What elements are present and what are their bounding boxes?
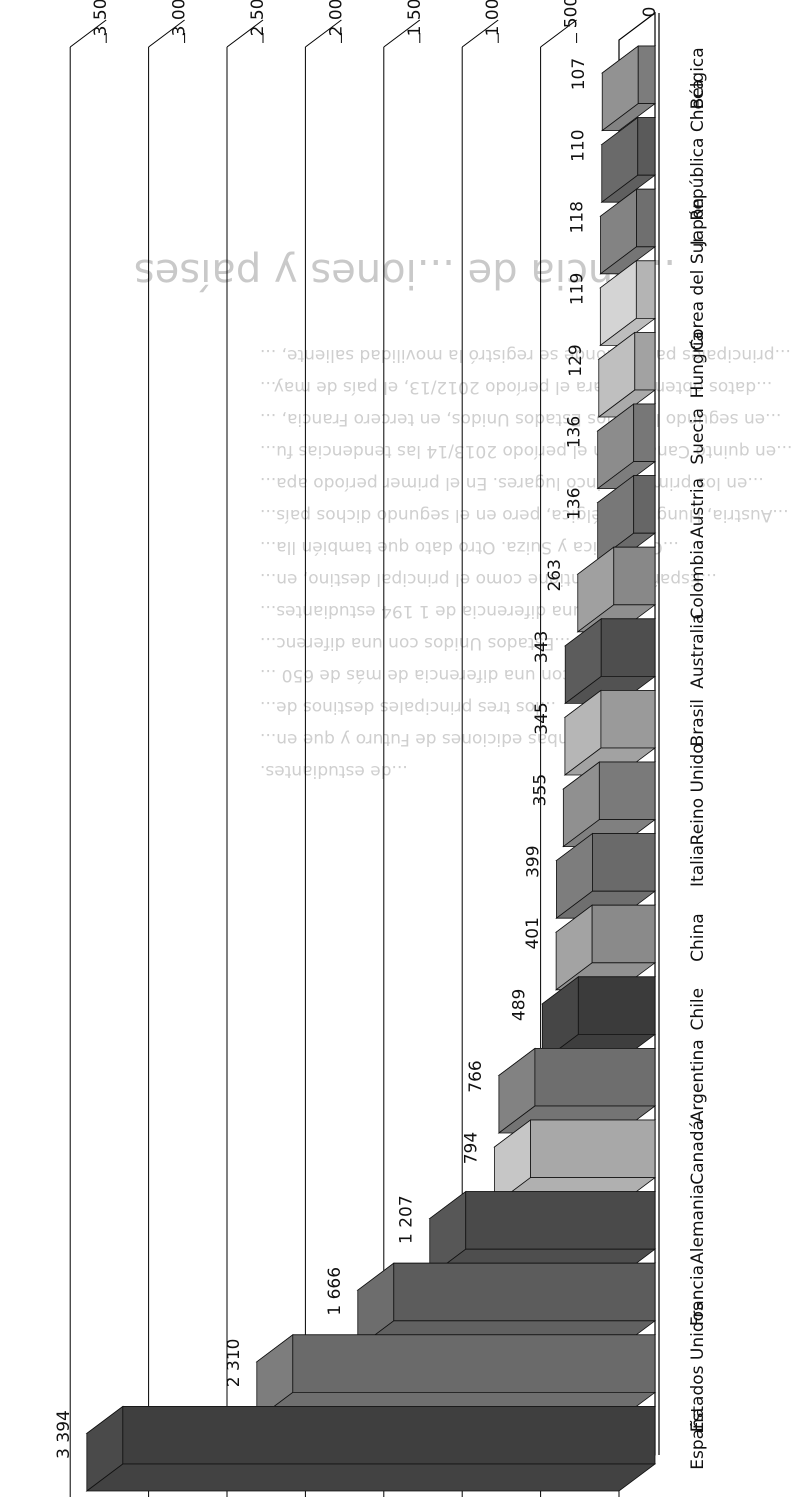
- category-label: Argentina: [688, 1039, 708, 1122]
- value-label: 3 394: [54, 1410, 74, 1459]
- bar: [576, 546, 657, 633]
- bar-front: [613, 546, 656, 606]
- gridline-foot: [461, 19, 499, 48]
- category-label: Hungría: [688, 331, 708, 398]
- value-label: 794: [462, 1132, 482, 1164]
- bar: [601, 45, 657, 132]
- bar-front: [598, 761, 656, 820]
- bar-front: [600, 618, 656, 677]
- bar-front: [636, 188, 656, 248]
- category-label: República Checa: [688, 79, 708, 220]
- category-label: Italia: [688, 845, 708, 887]
- category-label: Corea del Sur: [688, 236, 708, 351]
- bar: [596, 474, 657, 562]
- category-label: Colombia: [688, 540, 708, 620]
- value-label: 263: [545, 559, 565, 591]
- category-label: Estados Unidos: [688, 1302, 708, 1432]
- gridline-foot: [69, 19, 107, 48]
- gridline-foot: [305, 19, 342, 48]
- y-tick-label: 1 500: [405, 0, 425, 36]
- value-label: 107: [569, 58, 589, 90]
- category-label: Suecia: [688, 408, 708, 465]
- y-tick-label: 2 500: [248, 0, 268, 36]
- bar-front: [637, 45, 656, 104]
- value-label: 766: [466, 1060, 486, 1092]
- value-label: 401: [523, 917, 543, 949]
- bar: [563, 689, 657, 776]
- bar-front: [465, 1191, 656, 1250]
- y-tick-label: 1 000: [483, 0, 503, 36]
- value-label: 343: [532, 631, 552, 663]
- bar: [85, 1405, 657, 1492]
- gridline-foot: [148, 19, 185, 48]
- bar-front: [122, 1406, 656, 1465]
- bar-front: [577, 976, 656, 1035]
- category-label: Reino Unido: [688, 743, 708, 845]
- value-label: 1 666: [325, 1267, 345, 1316]
- bar-back: [601, 103, 657, 131]
- value-label: 355: [530, 774, 550, 806]
- bar: [562, 761, 657, 848]
- gridline-foot: [383, 19, 421, 48]
- category-label: Japón: [688, 198, 708, 246]
- category-label: Bélgica: [688, 47, 708, 109]
- category-label: Canadá: [688, 1120, 708, 1185]
- category-label: Chile: [688, 988, 708, 1031]
- bar-front: [634, 332, 656, 391]
- bar-front: [393, 1262, 656, 1322]
- category-label: Alemania: [688, 1184, 708, 1264]
- bar-front: [633, 475, 656, 534]
- value-label: 136: [565, 416, 585, 448]
- bar: [599, 188, 657, 275]
- y-tick-label: 500: [562, 0, 582, 28]
- bar: [564, 617, 657, 705]
- bar-back: [85, 1463, 657, 1492]
- bar: [599, 260, 657, 347]
- value-label: 489: [509, 989, 529, 1021]
- bar: [596, 403, 657, 490]
- y-tick-label: 2 000: [326, 0, 346, 36]
- category-label: Francia: [688, 1265, 708, 1326]
- bar-front: [534, 1048, 656, 1107]
- gridline-foot: [540, 19, 577, 48]
- category-label: Australia: [688, 614, 708, 689]
- y-tick-label: 0: [640, 7, 660, 18]
- value-labels: 3 394 2 310 1 666 1 207 794 766 489 401 399 355 34…: [54, 58, 589, 1459]
- bar-front: [530, 1119, 656, 1179]
- value-label: 129: [566, 344, 586, 376]
- category-label: Brasil: [688, 699, 708, 746]
- value-label: 136: [565, 487, 585, 519]
- value-label: 119: [567, 273, 587, 305]
- category-label: China: [688, 913, 708, 962]
- bar-front: [637, 117, 656, 176]
- y-tick-label: 3 000: [170, 0, 190, 36]
- bar-front: [292, 1334, 656, 1393]
- bar-front: [633, 403, 656, 462]
- value-label: 345: [532, 702, 552, 734]
- value-label: 399: [523, 845, 543, 877]
- bar: [597, 331, 657, 418]
- bar-front: [592, 833, 656, 892]
- bar-front: [600, 690, 656, 749]
- value-label: 118: [567, 201, 587, 233]
- category-label: Austria: [688, 478, 708, 538]
- bar-front: [635, 260, 656, 319]
- value-label: 2 310: [224, 1339, 244, 1388]
- bar: [493, 1119, 657, 1206]
- gridline-foot: [226, 19, 264, 48]
- category-label: España: [688, 1408, 708, 1470]
- y-tick-label: 3 500: [91, 0, 111, 36]
- value-label: 110: [569, 129, 589, 161]
- bars: [85, 45, 657, 1492]
- value-label: 1 207: [397, 1195, 417, 1244]
- bar: [554, 904, 657, 991]
- bar-front: [591, 904, 656, 964]
- y-axis-ticks: 0 500 1 000 1 500 2 000 2 500 3 000 3 500: [91, 0, 660, 43]
